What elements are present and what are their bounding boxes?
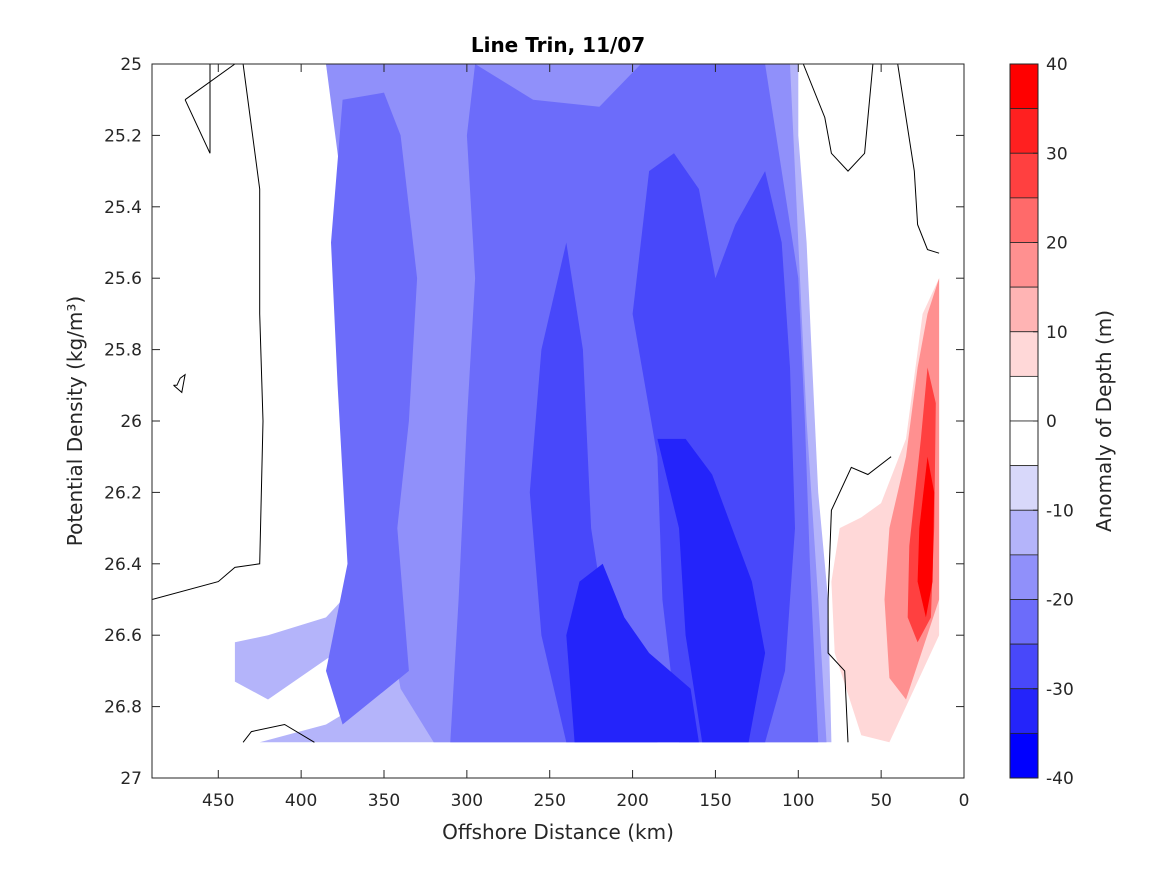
y-tick-label: 25.2 <box>104 126 142 146</box>
colorbar-swatch-1 <box>1009 108 1039 154</box>
colorbar-swatch-2 <box>1009 152 1039 199</box>
colorbar-tick-label: 20 <box>1046 234 1068 254</box>
colorbar-tick-label: 0 <box>1046 412 1057 432</box>
zero-contour-lines <box>152 64 940 743</box>
colorbar-swatch-13 <box>1009 643 1039 690</box>
y-tick-label: 26.6 <box>104 626 142 646</box>
contour-region-7 <box>566 563 699 743</box>
y-tick-label: 26.4 <box>104 555 142 575</box>
x-tick-label: 150 <box>699 791 731 811</box>
colorbar-swatch-14 <box>1009 688 1039 734</box>
y-tick-label: 25 <box>120 55 142 75</box>
colorbar-tick-label: -10 <box>1046 501 1074 521</box>
colorbar-tick-label: 40 <box>1046 55 1068 75</box>
colorbar-swatch-3 <box>1009 197 1039 243</box>
zero-contour-line-5 <box>802 64 874 172</box>
colorbar-swatch-6 <box>1009 331 1039 377</box>
y-tick-label: 25.6 <box>104 269 142 289</box>
x-tick-label: 350 <box>368 791 400 811</box>
filled-contour-regions <box>234 64 940 743</box>
contour-region-1 <box>234 581 360 700</box>
colorbar-swatch-11 <box>1009 554 1039 600</box>
colorbar-swatch-15 <box>1009 732 1039 779</box>
y-axis: 25 25.2 25.4 25.6 25.8 26 26.2 26.4 26.6 26.8 27 <box>104 55 964 789</box>
x-tick-label: 250 <box>533 791 565 811</box>
x-tick-label: 300 <box>451 791 483 811</box>
colorbar-swatch-4 <box>1009 242 1039 288</box>
colorbar-swatch-12 <box>1009 599 1039 645</box>
zero-contour-line-2 <box>152 64 264 600</box>
colorbar-label: Anomaly of Depth (m) <box>1092 310 1116 532</box>
x-tick-label: 100 <box>782 791 814 811</box>
colorbar: 40 30 20 10 0 -10 -20 -30 -40 <box>1009 55 1074 789</box>
zero-contour-line-4 <box>173 373 186 394</box>
contour-region-3 <box>326 92 418 725</box>
x-tick-label: 50 <box>870 791 892 811</box>
y-tick-label: 25.4 <box>104 198 142 218</box>
colorbar-tick-label: 30 <box>1046 144 1068 164</box>
y-tick-label: 26 <box>120 412 142 432</box>
zero-contour-line-3 <box>242 723 315 743</box>
colorbar-swatch-7 <box>1009 375 1039 422</box>
y-axis-label: Potential Density (kg/m³) <box>63 296 87 547</box>
colorbar-swatch-9 <box>1009 465 1039 511</box>
colorbar-swatch-0 <box>1009 63 1039 110</box>
x-tick-label: 400 <box>285 791 317 811</box>
x-tick-label: 450 <box>202 791 234 811</box>
contour-region-12 <box>917 456 935 618</box>
colorbar-tick-label: -20 <box>1046 591 1074 611</box>
colorbar-swatch-8 <box>1009 420 1039 467</box>
contour-region-6 <box>632 153 795 743</box>
contour-region-8 <box>624 438 766 743</box>
colorbar-swatch-10 <box>1009 509 1039 556</box>
y-tick-label: 25.8 <box>104 341 142 361</box>
x-axis-label: Offshore Distance (km) <box>442 820 674 844</box>
colorbar-tick-label: -30 <box>1046 680 1074 700</box>
contour-region-5 <box>529 242 658 743</box>
colorbar-tick-label: -40 <box>1046 769 1074 789</box>
x-tick-label: 200 <box>616 791 648 811</box>
y-tick-label: 26.8 <box>104 698 142 718</box>
zero-contour-line-1 <box>184 64 211 154</box>
colorbar-swatch-5 <box>1009 286 1039 333</box>
x-axis: 450 400 350 300 250 200 150 100 50 0 <box>202 64 969 811</box>
y-tick-label: 27 <box>120 769 142 789</box>
zero-contour-line-6 <box>897 64 940 254</box>
x-tick-label: 0 <box>959 791 970 811</box>
chart-title: Line Trin, 11/07 <box>471 33 645 57</box>
colorbar-tick-label: 10 <box>1046 323 1068 343</box>
zero-contour-line-7 <box>827 456 892 743</box>
y-tick-label: 26.2 <box>104 483 142 503</box>
